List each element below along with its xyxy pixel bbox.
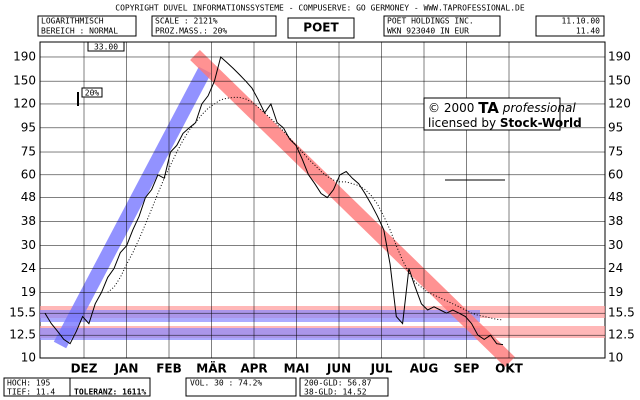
band xyxy=(40,328,480,340)
y-tick-label: 95 xyxy=(608,120,623,134)
footer-box xyxy=(185,377,297,397)
header-left: LOGARITHMISCH xyxy=(41,17,104,26)
y-tick-label: 60 xyxy=(608,167,623,181)
y-tick-label: 12.5 xyxy=(9,328,36,342)
header-company: WKN 923040 IN EUR xyxy=(387,27,469,36)
y-tick-label: 75 xyxy=(21,145,36,159)
y-tick-label: 15.5 xyxy=(608,306,635,320)
chart-title: POET xyxy=(303,21,339,35)
header-scale: SCALE : 2121% xyxy=(155,17,218,26)
y-tick-label: 12.5 xyxy=(608,328,635,342)
x-tick-label: SEP xyxy=(454,362,480,376)
y-tick-label: 24 xyxy=(21,261,36,275)
moving-average xyxy=(107,96,504,321)
x-tick-label: JAN xyxy=(114,362,139,376)
footer: TIEF: 11.4 xyxy=(7,388,55,397)
y-tick-label: 30 xyxy=(608,238,623,252)
header-box xyxy=(535,15,605,37)
band xyxy=(40,310,480,322)
x-tick-label: AUG xyxy=(410,362,439,376)
y-tick-label: 38 xyxy=(21,214,36,228)
label-box xyxy=(87,41,125,52)
footer: HOCH: 195 xyxy=(7,379,51,388)
y-tick-label: 10 xyxy=(21,351,36,365)
header-date: 11.10.00 xyxy=(561,17,600,26)
price-line xyxy=(44,56,504,346)
y-tick-label: 150 xyxy=(13,74,36,88)
y-tick-label: 48 xyxy=(21,190,36,204)
header-left: BEREICH : NORMAL xyxy=(41,27,118,36)
y-tick-label: 150 xyxy=(608,74,631,88)
header-scale: PROZ.MASS.: 20% xyxy=(155,27,227,36)
watermark: licensed by Stock-World xyxy=(428,116,582,130)
x-tick-label: JUL xyxy=(370,362,393,376)
x-tick-label: APR xyxy=(240,362,267,376)
footer: 38-GLD: 14.52 xyxy=(304,388,367,397)
y-tick-label: 19 xyxy=(21,285,36,299)
y-tick-label: 190 xyxy=(13,49,36,63)
x-tick-label: OKT xyxy=(495,362,524,376)
trend xyxy=(190,49,515,368)
marker xyxy=(77,92,79,106)
y-tick-label: 120 xyxy=(608,96,631,110)
header-date: 11.40 xyxy=(576,27,600,36)
header-box xyxy=(37,15,137,37)
footer-box xyxy=(299,377,389,397)
y-tick-label: 15.5 xyxy=(9,306,36,320)
x-tick-label: DEZ xyxy=(71,362,98,376)
watermark: © 2000 TA professional xyxy=(428,99,576,117)
y-tick-label: 38 xyxy=(608,214,623,228)
y-tick-label: 95 xyxy=(21,120,36,134)
copyright: COPYRIGHT DUVEL INFORMATIONSSYSTEME - CO… xyxy=(115,4,525,13)
y-tick-label: 19 xyxy=(608,285,623,299)
percent-label: 20% xyxy=(85,89,100,98)
title-box xyxy=(287,17,355,39)
y-tick-label: 48 xyxy=(608,190,623,204)
x-tick-label: JUN xyxy=(326,362,351,376)
header-box xyxy=(383,15,501,37)
x-tick-label: FEB xyxy=(156,362,182,376)
footer-box xyxy=(69,377,151,397)
y-tick-label: 75 xyxy=(608,145,623,159)
watermark-box xyxy=(423,97,561,131)
header-box xyxy=(151,15,277,37)
box-label: 33.00 xyxy=(94,43,118,52)
y-tick-label: 24 xyxy=(608,261,623,275)
footer: TOLERANZ: 1611% xyxy=(74,388,146,397)
x-tick-label: MÄR xyxy=(196,361,226,376)
footer: VOL. 30 : 74.2% xyxy=(190,379,262,388)
y-tick-label: 10 xyxy=(608,351,623,365)
y-tick-label: 30 xyxy=(21,238,36,252)
label-box xyxy=(81,87,103,98)
y-tick-label: 120 xyxy=(13,96,36,110)
header-company: POET HOLDINGS INC. xyxy=(387,17,474,26)
x-tick-label: MAI xyxy=(284,362,310,376)
y-tick-label: 190 xyxy=(608,49,631,63)
footer: 200-GLD: 56.87 xyxy=(304,379,372,388)
y-tick-label: 60 xyxy=(21,167,36,181)
